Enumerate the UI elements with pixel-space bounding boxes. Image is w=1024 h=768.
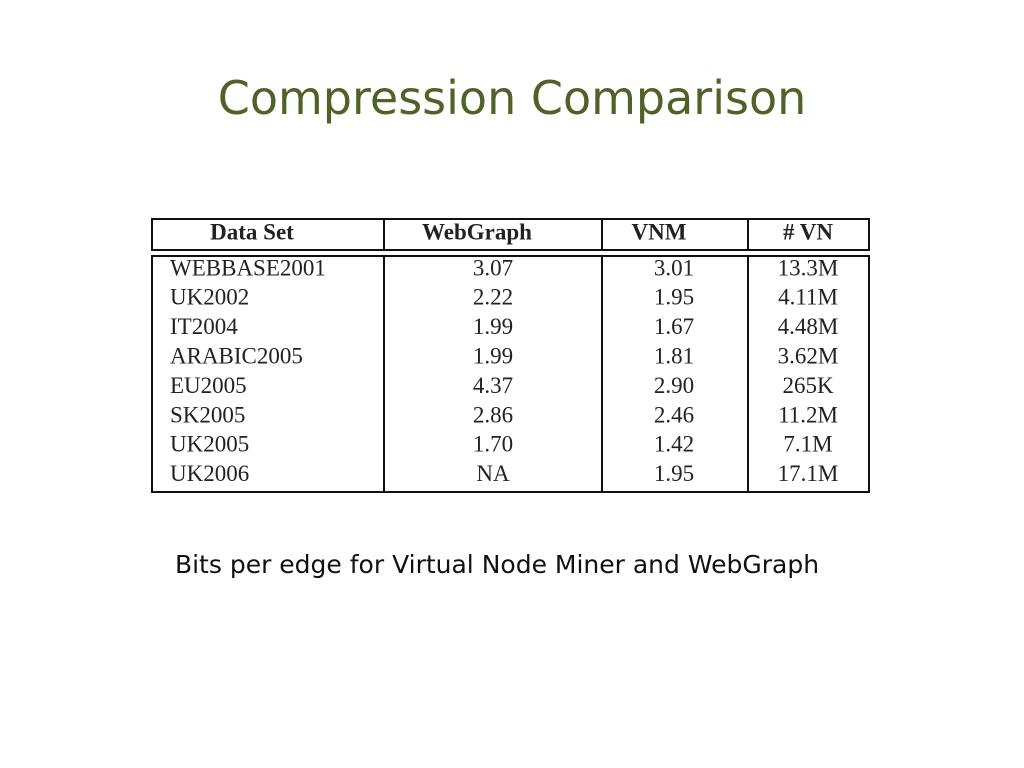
table-cell: 4.37 <box>473 373 513 398</box>
table-cell: NA <box>476 461 510 486</box>
table-cell: 2.22 <box>473 285 513 310</box>
body-box <box>151 255 870 493</box>
table-cell: 4.11M <box>778 285 838 310</box>
table-cell: UK2005 <box>170 432 249 457</box>
table-cell: 2.90 <box>654 373 694 398</box>
table-cell: 1.95 <box>654 285 694 310</box>
column-header: # VN <box>783 219 833 244</box>
table-cell: 7.1M <box>783 432 832 457</box>
column-header: WebGraph <box>422 219 532 244</box>
table-cell: WEBBASE2001 <box>170 255 326 280</box>
table-cell: 1.99 <box>473 314 513 339</box>
table-cell: UK2006 <box>170 461 249 486</box>
slide-title: Compression Comparison <box>218 71 807 125</box>
table-cell: 1.99 <box>473 343 513 368</box>
table-cell: 3.62M <box>778 343 839 368</box>
column-header: Data Set <box>210 219 294 244</box>
table-cell: 3.07 <box>473 255 513 280</box>
table-cell: SK2005 <box>170 402 245 427</box>
table-cell: EU2005 <box>170 373 247 398</box>
table-cell: 11.2M <box>778 402 838 427</box>
table-cell: 1.95 <box>654 461 694 486</box>
table-cell: 265K <box>782 373 834 398</box>
table-cell: 2.46 <box>654 402 694 427</box>
table-cell: 1.81 <box>654 343 694 368</box>
table-cell: UK2002 <box>170 285 249 310</box>
caption: Bits per edge for Virtual Node Miner and… <box>175 550 819 579</box>
table-cell: 1.42 <box>654 432 694 457</box>
table-cell: 3.01 <box>654 255 694 280</box>
table-cell: 17.1M <box>778 461 839 486</box>
table-cell: 13.3M <box>778 255 839 280</box>
table-cell: 1.70 <box>473 432 513 457</box>
column-header: VNM <box>632 219 687 244</box>
header-box <box>151 218 870 251</box>
table-cell: 4.48M <box>778 314 839 339</box>
table-cell: ARABIC2005 <box>170 343 303 368</box>
table-cell: 2.86 <box>473 402 513 427</box>
table-cell: IT2004 <box>170 314 238 339</box>
table-cell: 1.67 <box>654 314 694 339</box>
